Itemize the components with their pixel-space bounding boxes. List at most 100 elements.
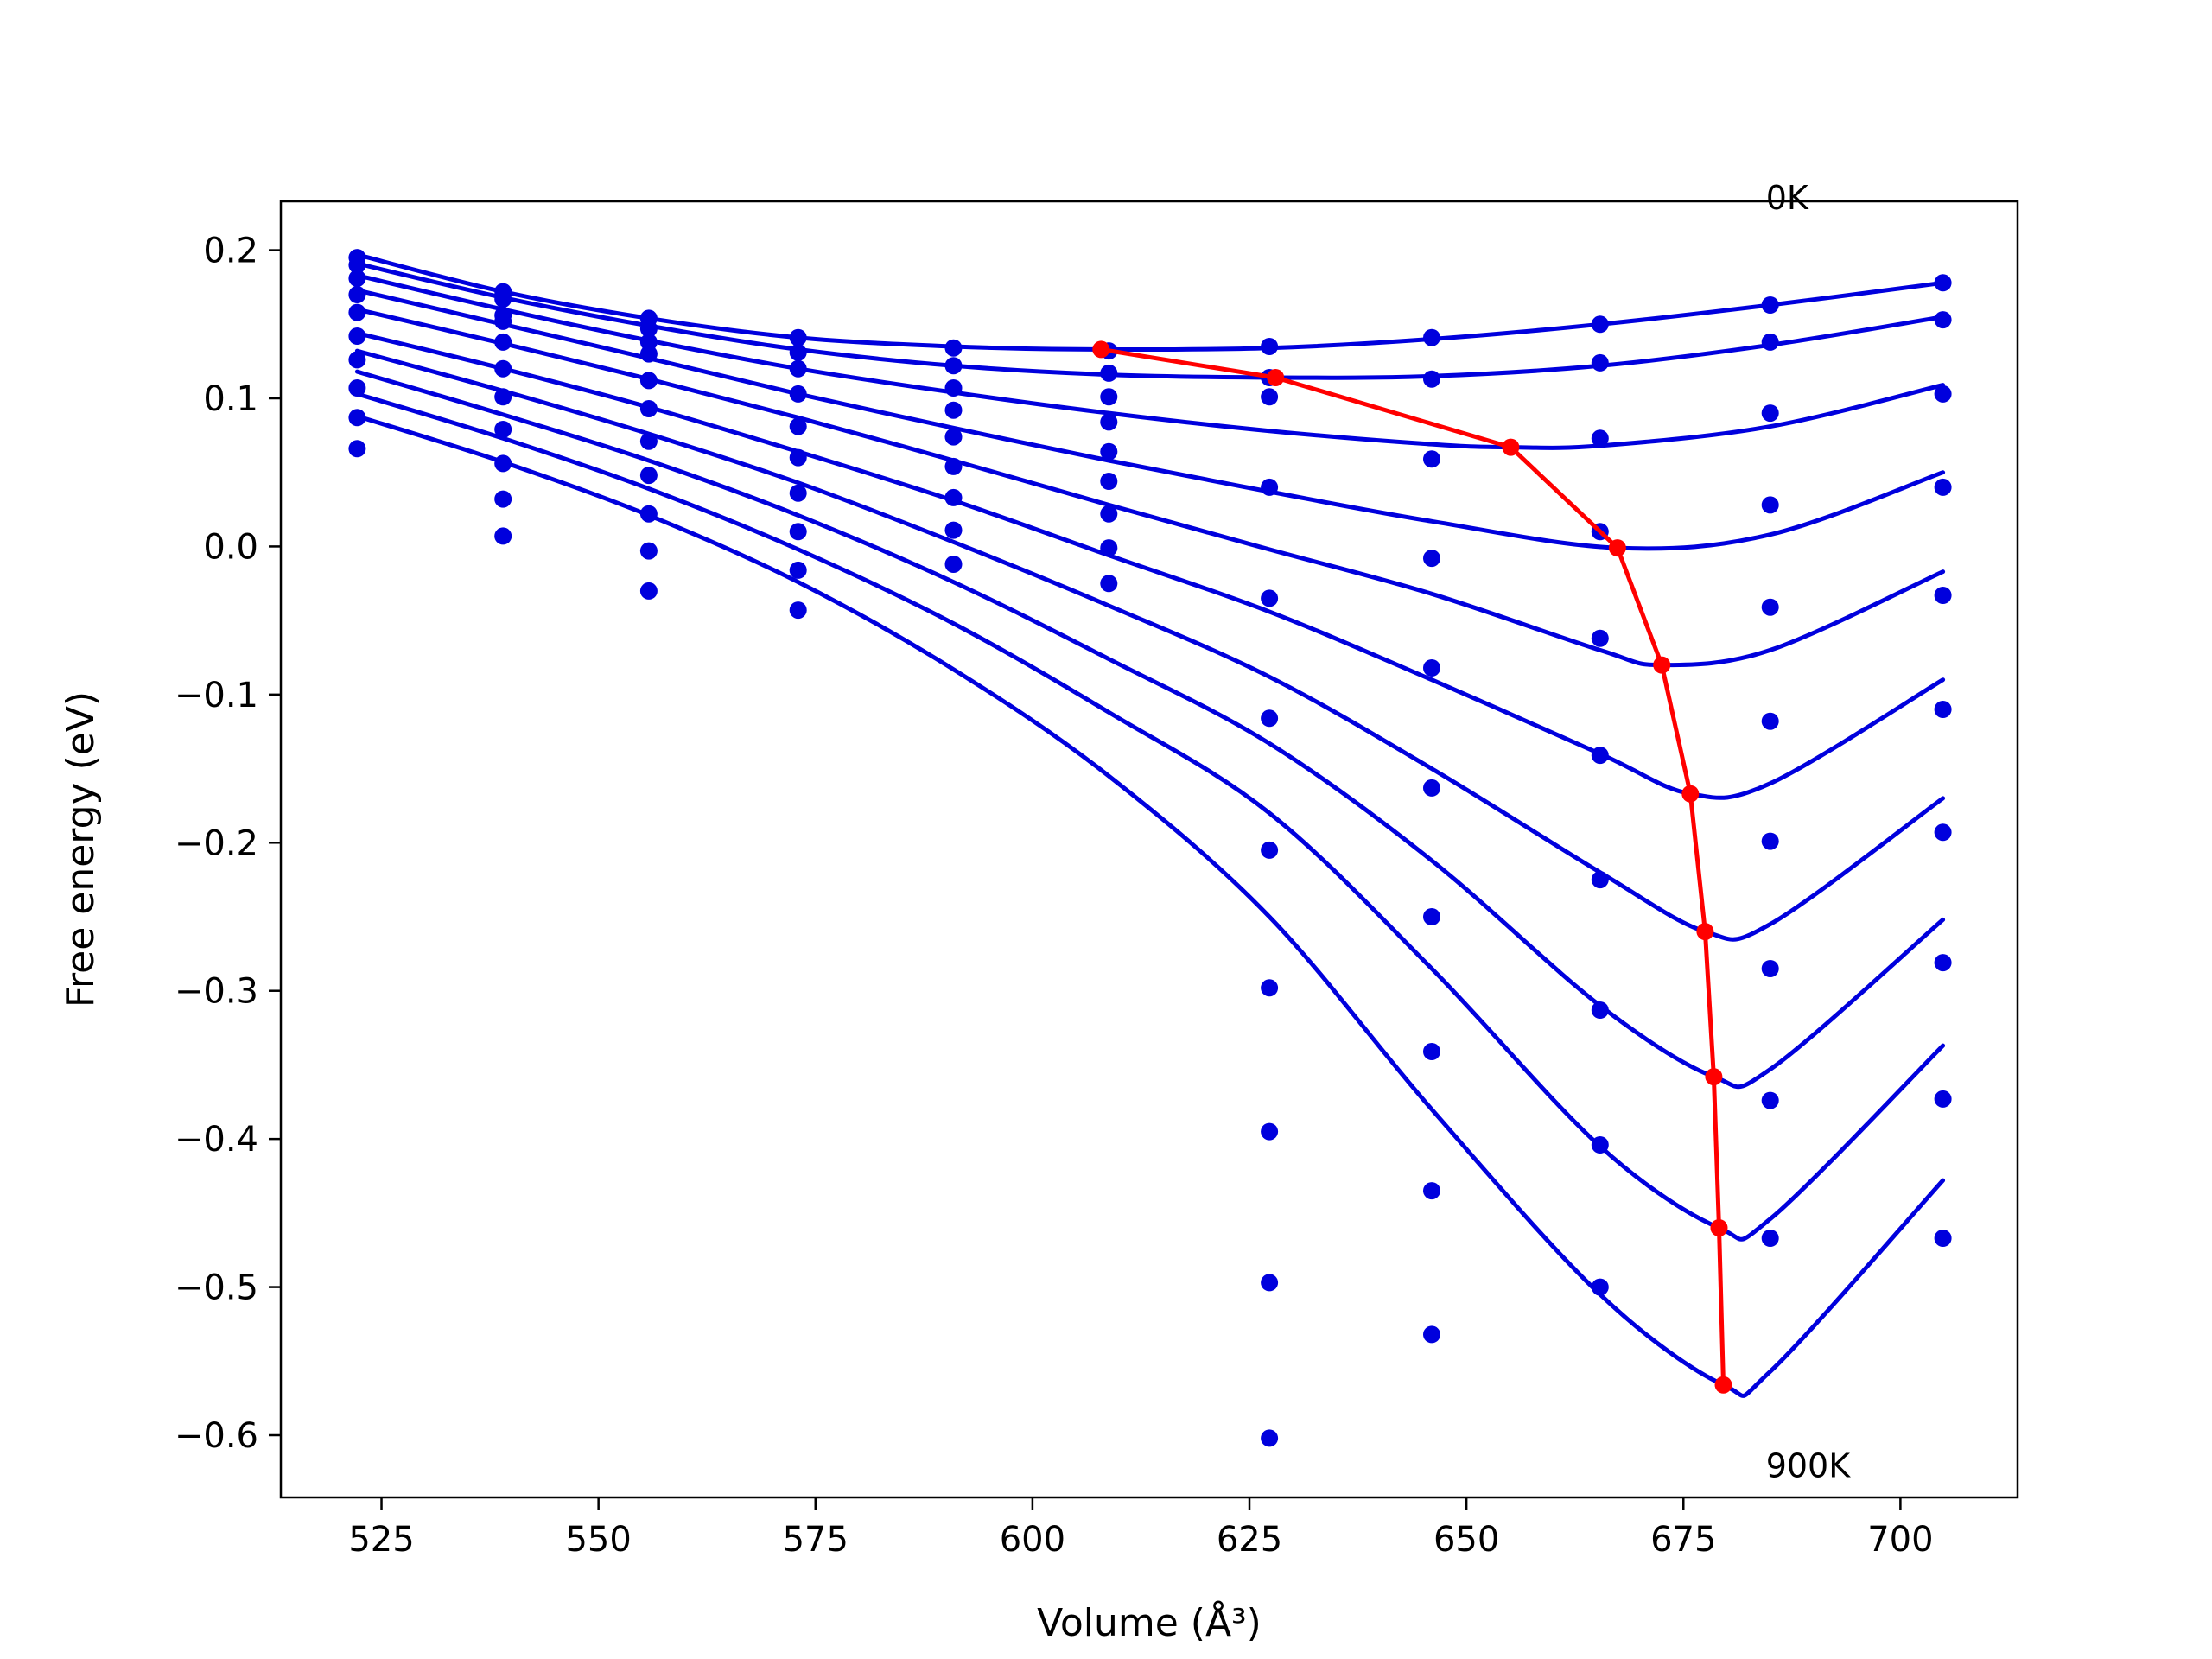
data-point-6-4 [944,488,963,506]
data-point-3-10 [1934,478,1952,496]
data-point-8-6 [1261,1122,1279,1141]
data-point-3-2 [639,345,658,363]
data-point-3-7 [1423,550,1440,568]
data-point-4-3 [789,417,807,435]
data-point-7-9 [1761,960,1779,977]
data-point-9-8 [1591,1278,1609,1296]
data-point-7-5 [1100,539,1118,557]
data-point-4-5 [1100,442,1118,461]
data-point-6-0 [348,351,366,369]
data-point-1-8 [1591,353,1609,372]
data-point-7-7 [1423,1043,1440,1060]
y-axis-ticks: 0.2 0.1 0.0 −0.1 −0.2 −0.3 −0.4 −0.5 −0.6 [175,232,281,1456]
minimum-point-7 [1705,1068,1723,1086]
minimum-point-1 [1267,369,1285,386]
data-point-5-10 [1934,701,1952,718]
annotation-900k: 900K [1766,1446,1852,1484]
data-point-1-10 [1934,311,1952,329]
x-tick-label-650: 650 [1433,1520,1499,1560]
data-point-1-1 [494,290,512,308]
minimum-point-4 [1653,656,1671,674]
data-point-0-4 [944,339,963,357]
minimum-point-8 [1710,1219,1728,1236]
data-point-8-7 [1423,1182,1440,1200]
annotation-0k: 0K [1766,179,1809,217]
data-point-6-5 [1100,505,1118,523]
data-point-1-3 [789,343,807,361]
data-points [348,249,1952,1447]
data-point-8-9 [1761,1091,1779,1109]
data-point-6-7 [1423,908,1440,925]
data-point-5-9 [1761,712,1779,730]
data-point-0-3 [789,328,807,346]
data-point-2-7 [1423,450,1440,468]
data-point-3-9 [1761,496,1779,514]
data-point-8-2 [639,505,658,523]
data-point-4-10 [1934,587,1952,604]
data-point-1-0 [348,256,366,274]
data-point-9-6 [1261,1274,1279,1292]
data-point-6-1 [494,388,512,406]
y-tick-label-2: 0.0 [203,527,258,567]
data-point-0-6 [1261,338,1279,355]
data-point-3-5 [1100,413,1118,431]
data-point-5-3 [789,448,807,467]
data-point-2-6 [1261,388,1279,406]
y-tick-label-4: −0.2 [175,823,258,863]
x-axis-ticks: 525 550 575 600 625 650 675 700 [348,1497,1934,1560]
x-tick-label-600: 600 [1000,1520,1065,1560]
y-axis-label: Free energy (eV) [59,691,103,1007]
curve-2 [354,273,1946,450]
data-point-10-2 [639,582,658,600]
minimum-point-2 [1502,438,1520,456]
y-tick-label-8: −0.6 [175,1416,258,1456]
data-point-5-4 [944,457,963,475]
minimum-point-9 [1714,1376,1732,1394]
data-point-6-3 [789,484,807,502]
data-point-4-8 [1591,629,1609,647]
data-point-8-8 [1591,1136,1609,1154]
data-point-8-0 [348,409,366,427]
x-tick-label-700: 700 [1867,1520,1933,1560]
y-tick-label-1: 0.1 [203,379,258,419]
data-point-4-2 [639,372,658,390]
data-point-4-6 [1261,589,1279,607]
x-tick-label-575: 575 [783,1520,849,1560]
y-tick-label-6: −0.4 [175,1120,258,1160]
data-point-7-4 [944,521,963,539]
minimum-point-6 [1696,923,1714,941]
data-point-9-2 [639,542,658,560]
data-point-9-3 [789,601,807,620]
data-point-10-6 [1261,1429,1279,1447]
data-point-2-5 [1100,388,1118,406]
data-point-8-1 [494,454,512,473]
data-point-3-1 [494,312,512,330]
data-point-5-1 [494,359,512,378]
data-point-7-3 [789,523,807,541]
data-point-7-2 [639,467,658,485]
data-point-3-4 [944,401,963,419]
data-point-4-4 [944,428,963,446]
data-point-9-10 [1934,1230,1952,1247]
data-point-5-7 [1423,779,1440,797]
data-point-8-5 [1100,575,1118,593]
data-point-7-0 [348,379,366,397]
data-point-0-9 [1761,296,1779,314]
minimum-point-3 [1608,539,1626,557]
data-point-10-1 [494,527,512,545]
data-point-8-4 [944,556,963,573]
data-point-7-1 [494,421,512,438]
data-point-7-6 [1261,979,1279,997]
data-point-4-7 [1423,659,1440,677]
data-point-6-8 [1591,871,1609,889]
x-tick-label-675: 675 [1650,1520,1716,1560]
curve-3 [354,288,1946,551]
data-point-7-8 [1591,1001,1609,1019]
data-point-6-2 [639,432,658,450]
plot-area-frame [279,200,2019,1499]
x-tick-label-625: 625 [1217,1520,1282,1560]
data-point-0-7 [1423,328,1440,346]
data-point-1-9 [1761,333,1779,351]
